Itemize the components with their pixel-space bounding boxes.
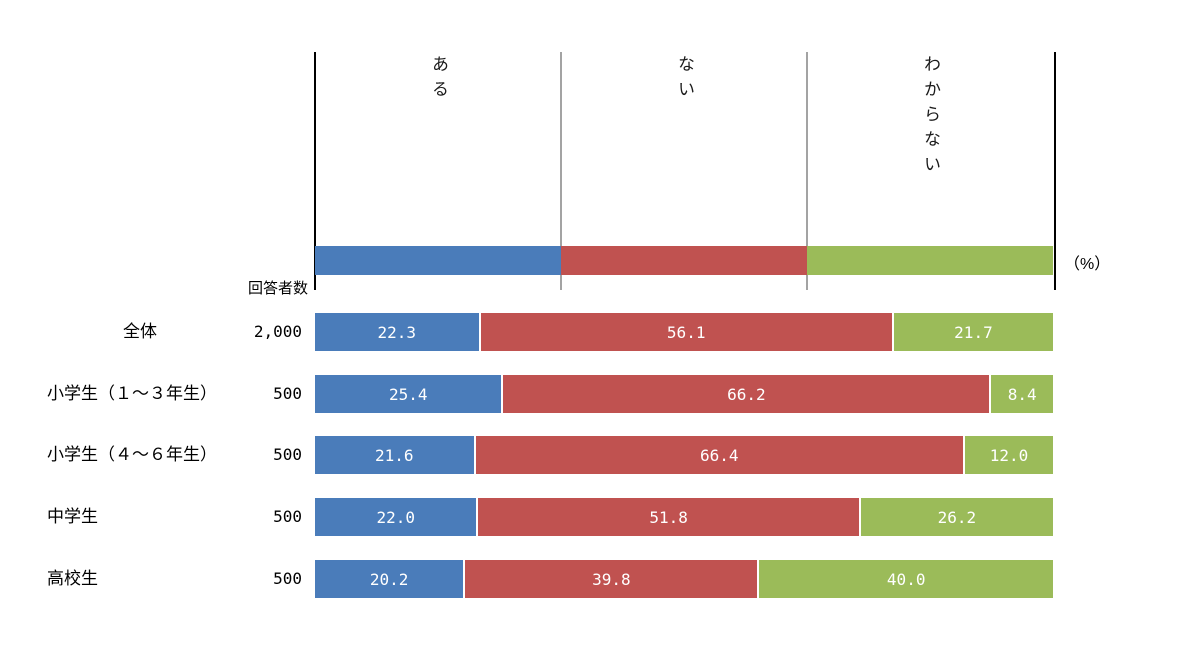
bar-value-label: 66.4	[699, 445, 739, 465]
axis-line-left	[314, 52, 316, 290]
legend-key-bar	[315, 246, 1053, 275]
bar-value-label: 21.6	[375, 445, 414, 465]
bar-segment-aru: 25.4	[315, 375, 502, 413]
bar-value-label: 26.2	[937, 507, 977, 527]
bar-segment-aru: 21.6	[315, 436, 474, 474]
bar-value-label: 51.8	[649, 507, 688, 527]
bar-segment-nai: 66.2	[503, 375, 990, 413]
stacked-bar-row: 25.4 66.2 8.4	[315, 375, 1053, 413]
respondent-count: 2,000	[253, 322, 302, 341]
axis-line-right	[1054, 52, 1056, 290]
stacked-bar-row: 22.3 56.1 21.7	[315, 313, 1053, 351]
category-label: 中学生	[47, 507, 98, 526]
legend-key-wakaranai	[807, 246, 1053, 275]
category-label: 高校生	[47, 569, 98, 588]
stacked-bar-row: 20.2 39.8 40.0	[315, 560, 1053, 598]
respondents-header: 回答者数	[247, 280, 308, 297]
respondent-count: 500	[273, 507, 302, 526]
table-row: 高校生 500 20.2 39.8 40.0	[0, 560, 1177, 598]
legend-key-aru	[315, 246, 561, 275]
bar-segment-nai: 56.1	[480, 313, 892, 351]
table-row: 全体 2,000 22.3 56.1 21.7	[0, 313, 1177, 351]
bar-value-label: 40.0	[886, 569, 926, 589]
bar-segment-wakaranai: 26.2	[860, 498, 1054, 536]
table-row: 小学生（４～６年生） 500 21.6 66.4 12.0	[0, 436, 1177, 474]
bar-segment-nai: 66.4	[475, 436, 963, 474]
grid-line-one-third	[560, 52, 562, 290]
table-row: 中学生 500 22.0 51.8 26.2	[0, 498, 1177, 536]
bar-segment-aru: 22.3	[315, 313, 479, 351]
bar-segment-wakaranai: 8.4	[991, 375, 1053, 413]
bar-value-label: 25.4	[388, 384, 428, 404]
legend-label-nai: ない	[675, 55, 694, 105]
bar-segment-wakaranai: 21.7	[893, 313, 1053, 351]
stacked-bar-row: 22.0 51.8 26.2	[315, 498, 1054, 536]
bar-value-label: 8.4	[1007, 384, 1037, 404]
respondent-count: 500	[273, 384, 302, 403]
bar-value-label: 39.8	[592, 569, 631, 589]
legend-label-wakaranai: わからない	[921, 55, 940, 180]
bar-value-label: 66.2	[727, 384, 766, 404]
category-label: 小学生（４～６年生）	[47, 445, 217, 464]
category-label: 全体	[123, 322, 157, 341]
bar-value-label: 21.7	[954, 322, 993, 342]
bar-value-label: 22.3	[377, 322, 417, 342]
grid-line-two-thirds	[806, 52, 808, 290]
bar-segment-nai: 51.8	[478, 498, 859, 536]
respondent-count: 500	[273, 569, 302, 588]
percent-unit-label: （%）	[1064, 256, 1111, 273]
bar-value-label: 22.0	[376, 507, 415, 527]
bar-segment-aru: 22.0	[315, 498, 477, 536]
bar-segment-wakaranai: 40.0	[759, 560, 1053, 598]
legend-label-aru: ある	[429, 55, 448, 105]
bar-segment-nai: 39.8	[465, 560, 758, 598]
table-row: 小学生（１～３年生） 500 25.4 66.2 8.4	[0, 375, 1177, 413]
bar-segment-aru: 20.2	[315, 560, 464, 598]
bar-segment-wakaranai: 12.0	[964, 436, 1053, 474]
bar-value-label: 56.1	[666, 322, 706, 342]
respondent-count: 500	[273, 445, 302, 464]
bar-value-label: 20.2	[369, 569, 409, 589]
stacked-bar-row: 21.6 66.4 12.0	[315, 436, 1053, 474]
legend-key-nai	[561, 246, 807, 275]
bar-value-label: 12.0	[989, 445, 1029, 465]
category-label: 小学生（１～３年生）	[47, 384, 217, 403]
